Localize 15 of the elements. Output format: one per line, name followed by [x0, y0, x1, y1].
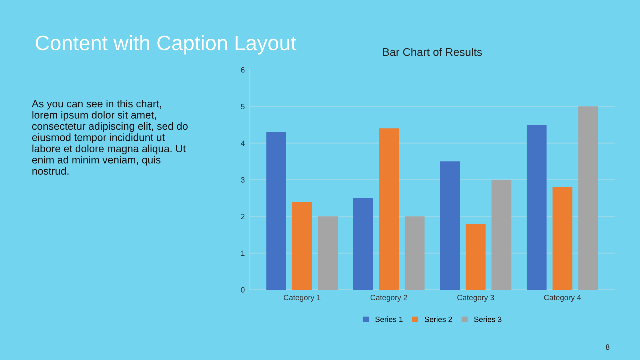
bar	[266, 132, 286, 290]
bar	[466, 224, 486, 290]
text: As you can see in this chart, lorem ipsum dolor sit amet, consectetur adipiscing elit, sed do eiusmod tempor incididunt ut labore et dolore magna aliqua. Ut enim ad minim veniam, quis nostrud.	[32, 100, 188, 175]
bar	[440, 162, 460, 290]
bar	[578, 106, 598, 290]
bar	[318, 216, 338, 290]
bar	[526, 125, 547, 290]
chart-title: Bar Chart of Results	[383, 48, 482, 56]
bar	[492, 180, 512, 290]
text: Content with Caption Layout	[36, 35, 297, 55]
bar	[379, 128, 400, 290]
bar	[552, 187, 573, 290]
bar	[404, 216, 425, 290]
bar	[353, 198, 374, 290]
bar	[292, 202, 312, 290]
